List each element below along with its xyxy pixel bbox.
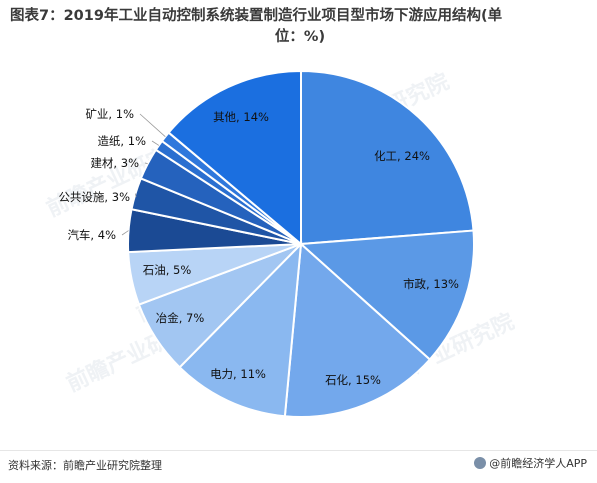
slice-label-8: 建材, 3%: [90, 156, 139, 170]
pie-slice-1: [298, 229, 475, 361]
pie-slice-11: [167, 69, 302, 247]
slice-label-1: 市政, 13%: [403, 277, 459, 291]
chart-title: 图表7：2019年工业自动控制系统装置制造行业项目型市场下游应用结构(单 位：%…: [10, 6, 590, 48]
app-name: @前瞻经济学人APP: [489, 457, 587, 470]
app-logo-icon: [474, 457, 487, 469]
app-badge: @前瞻经济学人APP: [474, 455, 587, 471]
pie-slice-0: [300, 69, 475, 246]
slice-label-2: 石化, 15%: [325, 373, 381, 387]
leader-line-6: [121, 230, 129, 236]
slice-label-3: 电力, 11%: [210, 367, 266, 381]
pie-chart: 化工, 24% 市政, 13% 石化, 15% 电力, 11% 冶金, 7% 石油, 5%…: [58, 69, 475, 418]
slice-label-5: 石油, 5%: [143, 263, 192, 277]
pie-slice-2: [283, 241, 432, 418]
chart-title-line1: 图表7：2019年工业自动控制系统装置制造行业项目型市场下游应用结构(单: [10, 8, 503, 24]
slice-label-11: 其他, 14%: [213, 110, 269, 124]
leader-line-10: [139, 113, 166, 137]
leader-line-9: [151, 140, 160, 146]
slice-label-6: 汽车, 4%: [67, 228, 116, 242]
slice-label-10: 矿业, 1%: [85, 107, 134, 121]
slice-label-0: 化工, 24%: [374, 149, 430, 163]
pie-slice-3: [178, 241, 303, 418]
footer-divider: [0, 450, 597, 451]
source-note: 资料来源：前瞻产业研究院整理: [8, 459, 162, 472]
leader-line-8: [144, 162, 148, 165]
leader-line-7: [135, 193, 137, 198]
slice-label-7: 公共设施, 3%: [58, 190, 130, 204]
slice-label-9: 造纸, 1%: [97, 134, 146, 148]
slice-label-4: 冶金, 7%: [156, 311, 205, 325]
chart-title-line2: 位：%): [274, 29, 326, 45]
